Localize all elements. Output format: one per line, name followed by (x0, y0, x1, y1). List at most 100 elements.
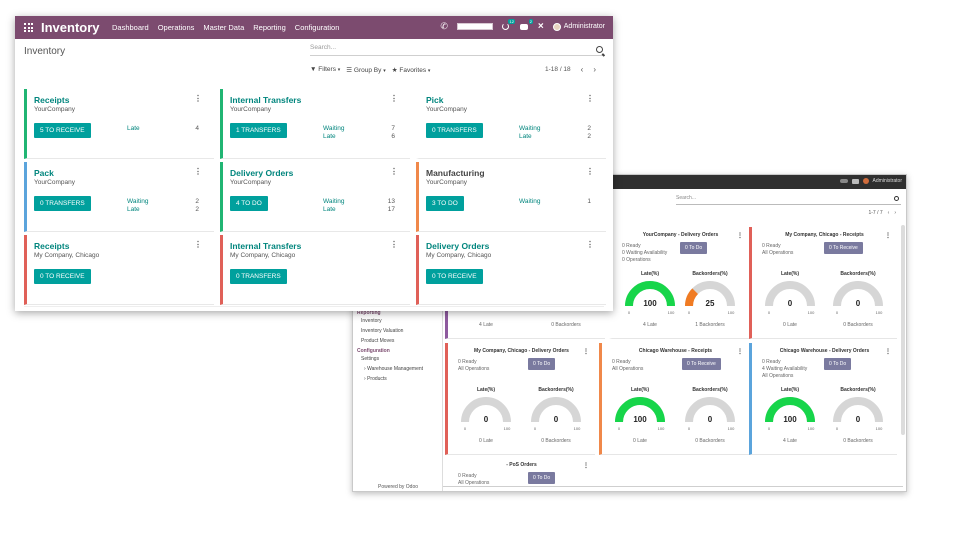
dashboard-card-title[interactable]: - PoS Orders (506, 462, 537, 468)
card-title[interactable]: Receipts (34, 95, 70, 105)
menu-item-operations[interactable]: Operations (157, 23, 195, 32)
sidebar-item-products[interactable]: › Products (361, 376, 442, 382)
card-action-button[interactable]: 4 TO DO (230, 196, 268, 211)
menu-item-configuration[interactable]: Configuration (294, 23, 340, 32)
dashboard-card-button[interactable]: 0 To Do (528, 358, 556, 370)
card-action-button[interactable]: 5 TO RECEIVE (34, 123, 91, 138)
kebab-menu-icon[interactable]: ⋮ (885, 349, 891, 355)
sidebar-item-settings[interactable]: Settings (361, 356, 380, 362)
chevron-left-icon[interactable]: ‹ (580, 65, 584, 74)
operation-card[interactable]: Pick YourCompany ⋮ 0 TRANSFERS Waiting 2 Late 2 (416, 89, 606, 159)
kebab-menu-icon[interactable]: ⋮ (586, 167, 594, 176)
operation-card[interactable]: Manufacturing YourCompany ⋮ 3 TO DO Waiting 1 (416, 162, 606, 232)
card-stat[interactable]: Waiting 2 (127, 198, 199, 205)
card-title[interactable]: Delivery Orders (426, 241, 490, 251)
kebab-menu-icon[interactable]: ⋮ (586, 94, 594, 103)
dashboard-card-button[interactable]: 0 To Do (528, 472, 556, 484)
activity-icon[interactable]: 12 (501, 19, 515, 31)
kebab-menu-icon[interactable]: ⋮ (737, 349, 743, 355)
close-icon[interactable]: × (537, 21, 544, 32)
search-input[interactable]: Search... (310, 44, 605, 56)
backorders-footer[interactable]: 0 Backorders (843, 322, 873, 328)
card-stat[interactable]: Waiting 13 (323, 198, 395, 205)
backorders-footer[interactable]: 1 Backorders (695, 322, 725, 328)
dashboard-card-button[interactable]: 0 To Do (824, 358, 852, 370)
card-title[interactable]: Pick (426, 95, 444, 105)
scrollbar[interactable] (901, 225, 905, 435)
operation-card[interactable]: Internal Transfers My Company, Chicago ⋮ 0 … (220, 235, 410, 305)
favorites-button[interactable]: ★ Favorites ▾ (392, 66, 431, 74)
user-avatar-icon[interactable] (862, 178, 869, 184)
powered-by[interactable]: Powered by Odoo (377, 484, 419, 490)
card-stat[interactable]: Late 2 (519, 133, 591, 140)
dashboard-card[interactable]: YourCompany - Delivery Orders ⋮ 0 Ready 0 W… (609, 227, 749, 339)
kebab-menu-icon[interactable]: ⋮ (194, 240, 202, 249)
apps-grid-icon[interactable] (24, 23, 33, 32)
menu-item-reporting[interactable]: Reporting (253, 23, 286, 32)
late-footer[interactable]: 0 Late (783, 322, 797, 328)
phone-icon[interactable]: ✆ (440, 21, 448, 31)
dashboard-card[interactable]: Chicago Warehouse - Receipts ⋮ 0 Ready All … (599, 343, 749, 455)
kebab-menu-icon[interactable]: ⋮ (390, 94, 398, 103)
card-action-button[interactable]: 0 TRANSFERS (230, 269, 287, 284)
card-stat[interactable]: Waiting 1 (519, 198, 591, 205)
kebab-menu-icon[interactable]: ⋮ (583, 463, 589, 469)
card-stat[interactable]: Waiting 7 (323, 125, 395, 132)
dashboard-card-title[interactable]: Chicago Warehouse - Delivery Orders (779, 348, 870, 354)
search-icon[interactable] (596, 46, 603, 53)
sidebar-item-inventory-valuation[interactable]: Inventory Valuation (361, 328, 404, 334)
chat-icon[interactable]: 2 (519, 19, 533, 31)
dashboard-card-title[interactable]: Chicago Warehouse - Receipts (638, 348, 713, 354)
dashboard-card[interactable]: Chicago Warehouse - Delivery Orders ⋮ 0 Re… (749, 343, 897, 455)
card-action-button[interactable]: 0 TRANSFERS (426, 123, 483, 138)
dashboard-card-button[interactable]: 0 To Receive (682, 358, 721, 370)
background-search-input[interactable]: Search... (676, 195, 901, 205)
filters-button[interactable]: ▼ Filters ▾ (310, 66, 340, 74)
search-icon[interactable] (894, 196, 899, 201)
sidebar-item-warehouse-management[interactable]: › Warehouse Management (361, 366, 442, 372)
operation-card[interactable]: Delivery Orders My Company, Chicago ⋮ 0 TO … (416, 235, 606, 305)
chevron-right-icon[interactable]: › (894, 210, 896, 216)
card-title[interactable]: Internal Transfers (230, 95, 302, 105)
late-footer[interactable]: 4 Late (783, 438, 797, 444)
dashboard-card-button[interactable]: 0 To Receive (824, 242, 863, 254)
late-footer[interactable]: 4 Late (643, 322, 657, 328)
kebab-menu-icon[interactable]: ⋮ (194, 94, 202, 103)
chat-icon[interactable] (851, 178, 859, 184)
operation-card[interactable]: Pack YourCompany ⋮ 0 TRANSFERS Waiting 2 Late 2 (24, 162, 214, 232)
toggle-icon[interactable] (839, 179, 848, 183)
card-stat[interactable]: Waiting 2 (519, 125, 591, 132)
kebab-menu-icon[interactable]: ⋮ (586, 240, 594, 249)
kebab-menu-icon[interactable]: ⋮ (885, 233, 891, 239)
chevron-left-icon[interactable]: ‹ (887, 210, 890, 216)
kebab-menu-icon[interactable]: ⋮ (390, 167, 398, 176)
kebab-menu-icon[interactable]: ⋮ (194, 167, 202, 176)
dashboard-card-button[interactable]: 0 To Do (680, 242, 708, 254)
card-action-button[interactable]: 1 TRANSFERS (230, 123, 287, 138)
pager-value[interactable]: 1-18 / 18 (545, 66, 571, 73)
card-title[interactable]: Delivery Orders (230, 168, 294, 178)
sidebar-item-product-moves[interactable]: Product Moves (361, 338, 395, 344)
group-by-button[interactable]: ☰ Group By ▾ (346, 66, 385, 74)
app-brand[interactable]: Inventory (41, 20, 100, 35)
menu-item-master-data[interactable]: Master Data (203, 23, 245, 32)
dashboard-card[interactable]: My Company, Chicago - Receipts ⋮ 0 Ready Al… (749, 227, 897, 339)
card-action-button[interactable]: 0 TRANSFERS (34, 196, 91, 211)
dashboard-card-title[interactable]: My Company, Chicago - Receipts (785, 232, 864, 238)
dashboard-card[interactable]: My Company, Chicago - Delivery Orders ⋮ 0 … (445, 343, 595, 455)
user-menu[interactable]: Administrator (552, 22, 605, 31)
menu-item-dashboard[interactable]: Dashboard (112, 23, 149, 32)
card-title[interactable]: Pack (34, 168, 54, 178)
background-user-name[interactable]: Administrator (872, 178, 902, 184)
card-stat[interactable]: Late 2 (127, 206, 199, 213)
operation-card[interactable]: Internal Transfers YourCompany ⋮ 1 TRANSFER… (220, 89, 410, 159)
card-action-button[interactable]: 0 TO RECEIVE (34, 269, 91, 284)
kebab-menu-icon[interactable]: ⋮ (390, 240, 398, 249)
dashboard-card[interactable]: - PoS Orders ⋮ 0 Ready All Operations 0 To D… (445, 457, 595, 491)
late-footer[interactable]: 0 Late (479, 438, 493, 444)
card-action-button[interactable]: 0 TO RECEIVE (426, 269, 483, 284)
card-stat[interactable]: Late 17 (323, 206, 395, 213)
kebab-menu-icon[interactable]: ⋮ (737, 233, 743, 239)
late-footer[interactable]: 4 Late (479, 322, 493, 328)
card-title[interactable]: Internal Transfers (230, 241, 302, 251)
